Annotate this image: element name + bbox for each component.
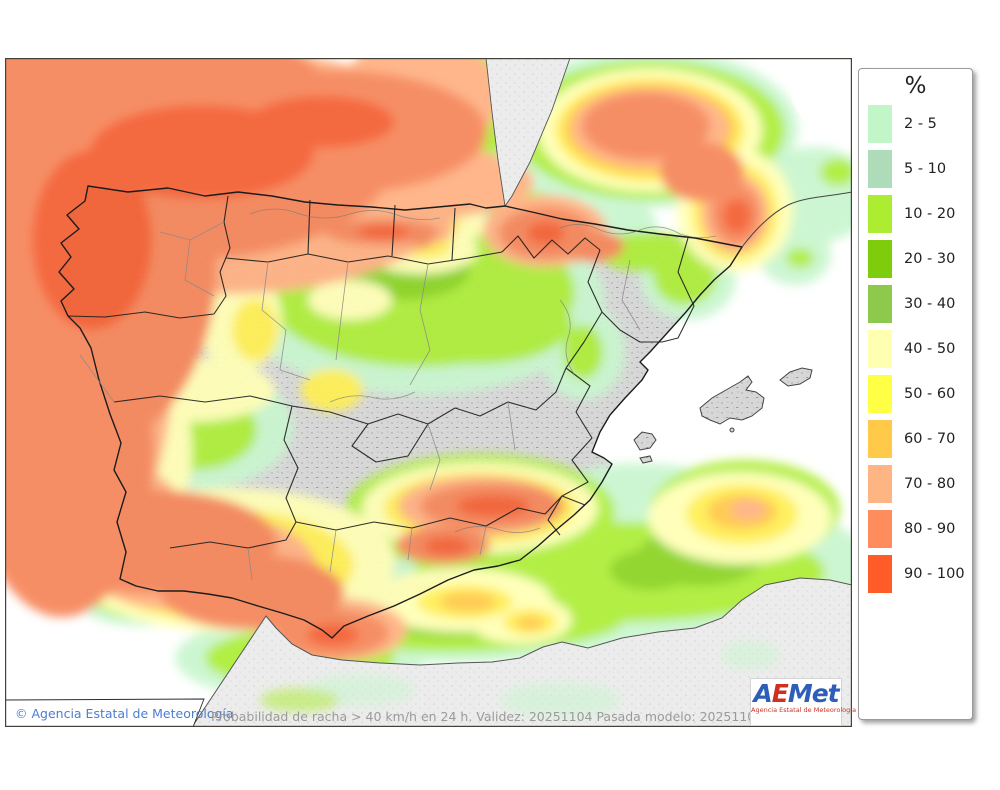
logo-letter: t xyxy=(827,679,840,708)
legend-range-label: 40 - 50 xyxy=(904,340,956,357)
legend-color-swatch xyxy=(868,554,892,593)
legend-row: 2 - 5 xyxy=(859,101,972,146)
legend-range-label: 2 - 5 xyxy=(904,115,937,132)
legend-color-swatch xyxy=(868,149,892,188)
aemet-logo-word: AEMet xyxy=(751,681,841,706)
legend-rows: 2 - 5 5 - 10 10 - 20 20 - 30 30 - 40 40 … xyxy=(859,101,972,596)
legend-row: 20 - 30 xyxy=(859,236,972,281)
legend-color-swatch xyxy=(868,194,892,233)
legend-range-label: 5 - 10 xyxy=(904,160,947,177)
map-frame xyxy=(5,58,852,727)
legend-range-label: 70 - 80 xyxy=(904,475,956,492)
probability-field xyxy=(5,58,852,700)
map-panel: © Agencia Estatal de Meteorología Probab… xyxy=(5,58,857,727)
logo-letter: A xyxy=(753,679,772,708)
mountain-ridges xyxy=(249,208,717,533)
legend-color-swatch xyxy=(868,419,892,458)
probability-map: © Agencia Estatal de Meteorología Probab… xyxy=(5,58,852,727)
legend-range-label: 50 - 60 xyxy=(904,385,956,402)
legend-row: 40 - 50 xyxy=(859,326,972,371)
aemet-logo: AEMet Agencia Estatal de Meteorología xyxy=(750,678,857,726)
logo-letter: e xyxy=(811,679,829,708)
legend-color-swatch xyxy=(868,104,892,143)
legend-row: 90 - 100 xyxy=(859,551,972,596)
legend-row: 50 - 60 xyxy=(859,371,972,416)
legend-range-label: 10 - 20 xyxy=(904,205,956,222)
caption-text: Probabilidad de racha > 40 km/h en 24 h.… xyxy=(211,709,779,724)
legend-range-label: 20 - 30 xyxy=(904,250,956,267)
province-borders xyxy=(79,221,641,581)
copyright-text: © Agencia Estatal de Meteorología xyxy=(15,706,234,721)
legend-color-swatch xyxy=(868,464,892,503)
legend-row: 5 - 10 xyxy=(859,146,972,191)
legend-color-swatch xyxy=(868,329,892,368)
logo-letter: E xyxy=(771,679,789,708)
legend-color-swatch xyxy=(868,509,892,548)
legend-row: 10 - 20 xyxy=(859,191,972,236)
africa-green-spots xyxy=(260,641,780,718)
legend-color-swatch xyxy=(868,284,892,323)
legend-title: % xyxy=(904,73,927,99)
balearic-islands xyxy=(633,367,813,464)
logo-letter: M xyxy=(787,679,813,708)
france-med-coastline xyxy=(741,191,852,248)
legend-row: 60 - 70 xyxy=(859,416,972,461)
legend-row: 30 - 40 xyxy=(859,281,972,326)
region-borders xyxy=(67,195,695,549)
legend-panel: % 2 - 5 5 - 10 10 - 20 20 - 30 30 - 40 4… xyxy=(858,68,973,720)
france-landmass xyxy=(485,58,571,208)
legend-range-label: 90 - 100 xyxy=(904,565,965,582)
aemet-logo-subtitle: Agencia Estatal de Meteorología xyxy=(751,706,857,714)
legend-color-swatch xyxy=(868,374,892,413)
legend-range-label: 80 - 90 xyxy=(904,520,956,537)
legend-range-label: 30 - 40 xyxy=(904,295,956,312)
legend-range-label: 60 - 70 xyxy=(904,430,956,447)
legend-color-swatch xyxy=(868,239,892,278)
northeast-corner-sea xyxy=(789,58,852,140)
attribution-box xyxy=(5,698,205,727)
legend-row: 80 - 90 xyxy=(859,506,972,551)
legend-row: 70 - 80 xyxy=(859,461,972,506)
